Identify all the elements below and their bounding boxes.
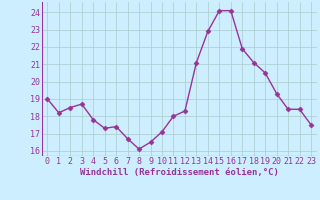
X-axis label: Windchill (Refroidissement éolien,°C): Windchill (Refroidissement éolien,°C) xyxy=(80,168,279,177)
